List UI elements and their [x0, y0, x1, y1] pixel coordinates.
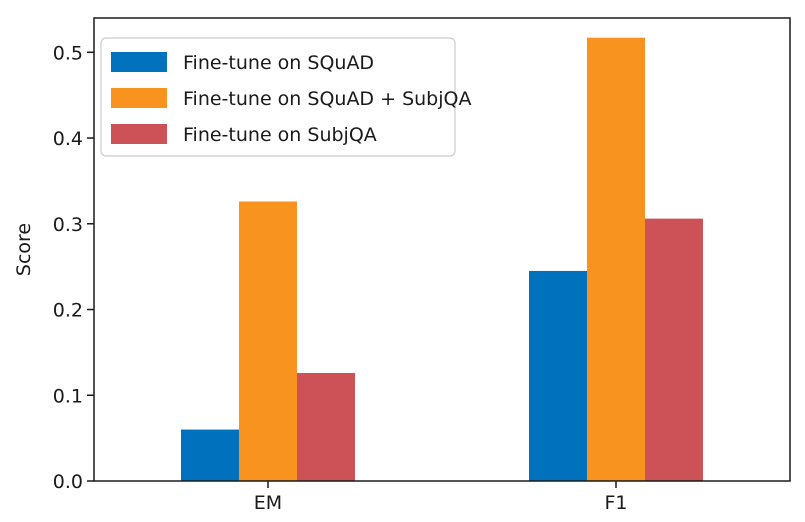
bars-group	[181, 37, 703, 482]
y-axis-title: Score	[13, 223, 35, 276]
bar-f1-series-3	[645, 218, 703, 481]
bar-em-series-2	[239, 201, 297, 482]
legend: Fine-tune on SQuAD Fine-tune on SQuAD + S…	[100, 37, 471, 157]
x-axis-ticks: EM F1	[254, 481, 628, 514]
legend-label: Fine-tune on SubjQA	[183, 124, 377, 146]
legend-swatch	[111, 52, 167, 72]
legend-swatch	[111, 124, 167, 144]
y-tick-label: 0.1	[53, 385, 83, 407]
x-tick-label: EM	[254, 492, 282, 514]
y-tick-label: 0.0	[53, 471, 83, 493]
y-tick-label: 0.3	[53, 214, 83, 236]
bar-f1-series-2	[587, 37, 645, 482]
legend-box	[100, 37, 456, 157]
y-axis-ticks: 0.0 0.1 0.2 0.3 0.4 0.5	[53, 42, 94, 493]
y-tick-label: 0.2	[53, 300, 83, 322]
plot-frame	[93, 17, 791, 482]
legend-label: Fine-tune on SQuAD + SubjQA	[183, 88, 471, 110]
bar-em-series-1	[181, 429, 239, 481]
legend-swatch	[111, 88, 167, 108]
legend-label: Fine-tune on SQuAD	[183, 52, 374, 74]
bar-f1-series-1	[529, 270, 587, 481]
bar-em-series-3	[297, 372, 355, 481]
x-tick-label: F1	[604, 492, 627, 514]
y-tick-label: 0.5	[53, 42, 83, 64]
y-tick-label: 0.4	[53, 128, 83, 150]
